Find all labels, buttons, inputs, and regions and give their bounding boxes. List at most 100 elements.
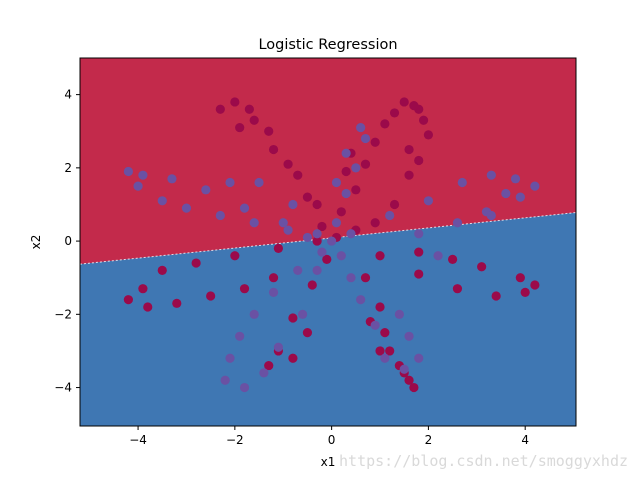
data-point	[215, 104, 225, 114]
data-point	[404, 144, 414, 155]
data-point	[206, 291, 216, 301]
data-point	[370, 320, 380, 330]
data-point	[341, 188, 351, 199]
data-point	[380, 328, 390, 338]
data-point	[317, 221, 327, 232]
chart-title: Logistic Regression	[258, 37, 397, 53]
data-point	[530, 280, 540, 290]
data-point	[399, 97, 409, 107]
data-point	[312, 199, 322, 210]
data-point	[225, 353, 235, 363]
data-point	[331, 218, 342, 228]
data-point	[249, 218, 259, 228]
data-point	[143, 302, 153, 312]
data-point	[501, 188, 511, 199]
data-point	[264, 360, 274, 371]
data-point	[239, 203, 250, 213]
data-point	[264, 126, 274, 136]
data-point	[385, 346, 395, 356]
data-point	[341, 148, 351, 158]
series-1	[123, 122, 540, 393]
data-point	[370, 218, 380, 228]
data-point	[404, 331, 414, 341]
data-point	[351, 185, 361, 195]
data-point	[181, 203, 192, 213]
region-upper	[80, 58, 576, 265]
data-point	[399, 364, 409, 374]
data-point	[356, 295, 366, 305]
data-point	[375, 346, 385, 356]
x-tick-label: 2	[425, 433, 433, 447]
data-point	[375, 251, 385, 261]
data-point	[288, 313, 298, 323]
data-point	[389, 199, 400, 210]
data-point	[486, 210, 496, 221]
data-point	[254, 177, 264, 188]
data-point	[239, 284, 250, 294]
data-point	[515, 192, 525, 202]
plot-area	[79, 58, 577, 426]
data-point	[360, 133, 371, 144]
data-point	[167, 174, 177, 184]
data-point	[515, 273, 525, 283]
data-point	[201, 185, 211, 195]
data-point	[457, 177, 467, 188]
data-point	[414, 247, 424, 257]
data-point	[375, 302, 385, 312]
data-point	[123, 166, 133, 177]
data-point	[433, 251, 443, 261]
series-0	[123, 97, 540, 393]
data-point	[302, 328, 313, 338]
data-point	[283, 159, 293, 169]
data-point	[288, 353, 298, 363]
axes-frame	[79, 57, 577, 427]
data-point	[336, 251, 346, 261]
data-point	[423, 130, 434, 140]
data-point	[414, 155, 424, 166]
data-point	[418, 115, 429, 125]
data-point	[385, 210, 395, 221]
data-point	[341, 166, 351, 177]
data-point	[317, 247, 327, 257]
data-point	[322, 254, 332, 264]
data-point	[225, 177, 235, 188]
data-point	[268, 273, 279, 283]
data-point	[273, 342, 283, 352]
data-point	[191, 258, 201, 268]
data-point	[356, 122, 366, 133]
data-point	[268, 287, 279, 297]
data-point	[452, 218, 463, 228]
data-point	[312, 229, 322, 239]
data-point	[327, 236, 337, 246]
data-point	[157, 265, 167, 275]
data-point	[278, 218, 288, 228]
x-tick-label: −2	[226, 433, 244, 447]
y-tick-label: 4	[64, 88, 72, 102]
data-point	[346, 229, 356, 239]
data-point	[138, 170, 148, 180]
data-point	[230, 251, 240, 261]
data-point	[307, 280, 317, 290]
axes: −4 −2 0 2 4 −4 −2 0 2 4	[54, 57, 577, 447]
data-point	[491, 291, 501, 301]
data-point	[380, 119, 390, 129]
data-point	[268, 144, 279, 155]
data-point	[172, 298, 182, 308]
data-point	[404, 170, 414, 180]
y-tick-label: −2	[54, 307, 72, 321]
data-point	[157, 196, 167, 206]
data-point	[414, 269, 424, 279]
data-point	[452, 284, 463, 294]
data-point	[273, 243, 283, 254]
data-point	[409, 382, 419, 393]
data-point	[380, 353, 390, 363]
data-point	[235, 331, 245, 341]
data-point	[230, 97, 240, 107]
data-point	[360, 273, 371, 283]
y-tick-label: −4	[54, 381, 72, 395]
data-point	[414, 229, 424, 239]
data-point	[346, 273, 356, 283]
data-point	[351, 163, 361, 173]
x-axis-label: x1	[321, 455, 336, 469]
data-point	[293, 265, 303, 275]
